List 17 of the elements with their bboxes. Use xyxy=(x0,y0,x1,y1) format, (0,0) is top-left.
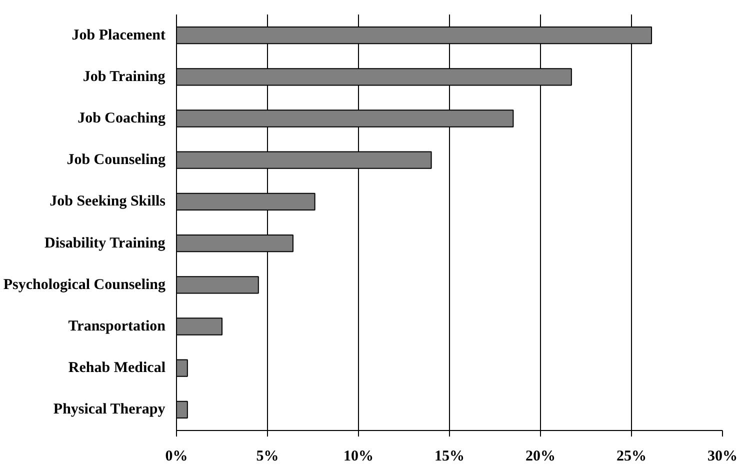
y-tick-label: Job Seeking Skills xyxy=(50,194,166,210)
x-tick-label: 30% xyxy=(708,448,738,464)
x-tick-label: 0% xyxy=(165,448,188,464)
y-tick-label: Rehab Medical xyxy=(68,360,166,376)
y-tick-label: Job Placement xyxy=(72,27,166,44)
y-tick-label: Physical Therapy xyxy=(53,402,166,418)
y-tick-label: Job Counseling xyxy=(66,152,166,168)
y-tick-label: Job Training xyxy=(82,68,166,85)
y-tick-label: Psychological Counseling xyxy=(3,276,166,293)
y-tick-label: Transportation xyxy=(68,318,166,334)
y-tick-label: Disability Training xyxy=(44,235,166,252)
x-tick-label: 15% xyxy=(434,448,464,464)
x-tick-label: 25% xyxy=(616,448,646,464)
x-tick-label: 20% xyxy=(526,448,556,464)
y-tick-label: Job Coaching xyxy=(78,110,166,126)
x-tick-label: 10% xyxy=(344,448,374,464)
x-tick-label: 5% xyxy=(256,448,279,464)
